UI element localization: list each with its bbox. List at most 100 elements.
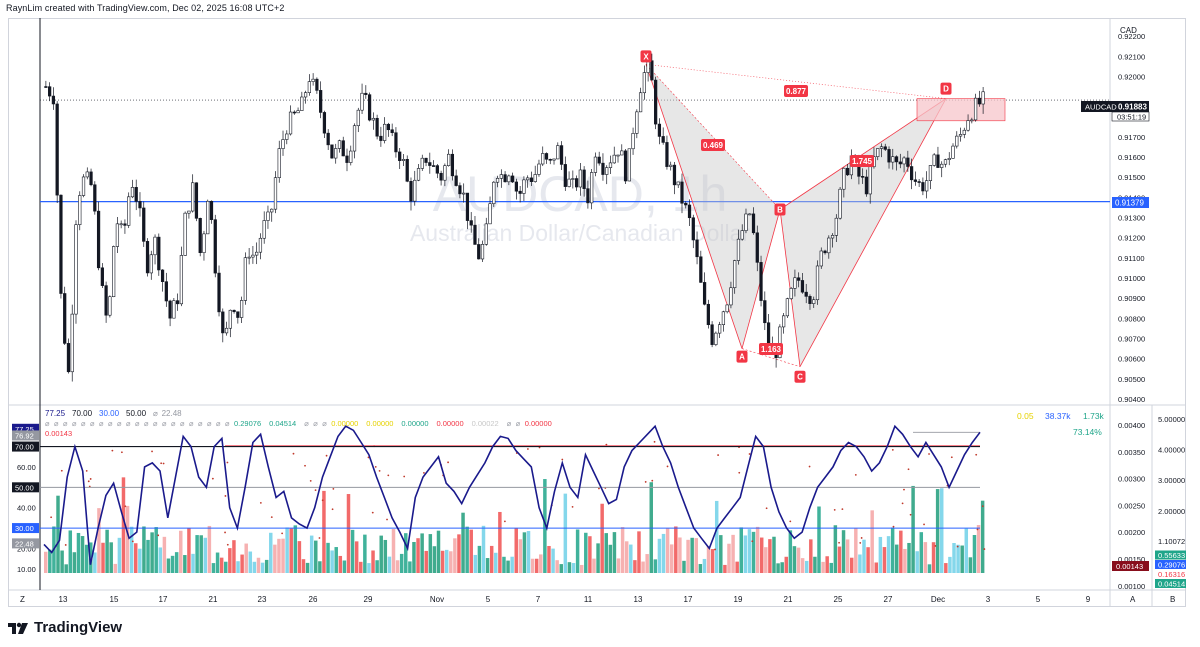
candle-body <box>759 262 763 301</box>
volume-bar <box>633 560 637 573</box>
volume-bar <box>727 543 731 573</box>
time-axis-corner-left[interactable]: Z <box>20 595 25 604</box>
volume-bar <box>870 510 874 573</box>
rsi-value-badge: 77.25 <box>15 425 34 434</box>
candle-body <box>782 315 786 328</box>
volume-bar <box>849 557 854 573</box>
signal-dot <box>157 534 160 537</box>
prz-zone <box>916 98 1006 122</box>
candle-body <box>371 117 375 121</box>
rsi-value-badge-bg <box>12 430 39 441</box>
volume-bar <box>645 554 649 573</box>
volume-bar <box>817 506 821 573</box>
legend-value: 0.00000 <box>331 419 358 428</box>
legend-value: 30.00 <box>99 409 120 418</box>
candle-body <box>439 172 443 181</box>
candle-body <box>59 194 63 294</box>
time-axis-label: 27 <box>884 595 893 604</box>
volume-bar <box>187 528 191 573</box>
candle-body <box>232 309 236 313</box>
volume-bar <box>72 552 77 573</box>
tradingview-logo[interactable]: TradingView <box>8 619 122 636</box>
candle-body <box>277 148 281 178</box>
candle-body <box>224 327 229 334</box>
volume-bar <box>948 556 952 573</box>
time-axis[interactable]: 13 15 17 21 23 26 29 Nov 5 7 11 13 17 19 21 25 27 Dec 3 5 9 <box>59 595 1091 604</box>
volume-bar <box>894 544 899 573</box>
candle-body <box>303 92 308 98</box>
candle-body <box>695 239 699 258</box>
candle-body <box>213 219 217 274</box>
volume-bar <box>596 543 600 573</box>
auto-scale-button[interactable]: A <box>1130 595 1136 604</box>
candle-body <box>375 117 379 137</box>
candle-body <box>921 182 925 192</box>
candle-body <box>537 163 541 175</box>
volume-bar <box>420 533 424 573</box>
candle-body <box>789 288 793 300</box>
signal-dot <box>314 489 317 492</box>
candle-body <box>311 78 315 82</box>
volume-bar <box>559 564 563 573</box>
signal-dot <box>332 487 335 490</box>
volume-bar <box>338 555 343 573</box>
volume-bar <box>502 556 506 573</box>
signal-dot <box>151 450 153 453</box>
legend-value: ⌀ <box>117 419 122 428</box>
volume-bar <box>379 535 383 573</box>
volume-bar <box>821 561 825 573</box>
candle-body <box>379 135 383 141</box>
pattern-leg <box>645 64 743 349</box>
time-axis-label: 19 <box>734 595 743 604</box>
indicator-badge: 0.04514 <box>1158 580 1185 589</box>
volume-bar <box>939 488 944 573</box>
volume-bar <box>350 529 355 573</box>
candle-body <box>89 171 93 186</box>
candle-body <box>108 296 112 316</box>
candle-body <box>78 195 82 225</box>
candle-body <box>266 211 270 221</box>
indicator-tick-label: 0.00300 <box>1118 475 1145 484</box>
volume-bar <box>383 539 388 573</box>
candle-body <box>319 90 323 113</box>
candle-body <box>559 145 564 165</box>
candle-body <box>654 79 658 125</box>
candle-body <box>804 291 808 297</box>
signal-dot <box>131 540 134 543</box>
volume-bar <box>669 544 674 573</box>
volume-bar <box>134 543 138 573</box>
volume-bar <box>224 561 228 573</box>
price-tick-label: 0.92000 <box>1118 72 1145 81</box>
candle-body <box>925 180 929 192</box>
signal-dot <box>124 505 127 508</box>
volume-bar <box>314 540 318 573</box>
candle-body <box>334 148 338 159</box>
volume-bar <box>56 495 60 573</box>
signal-dot <box>907 468 910 471</box>
volume-bar <box>191 553 195 573</box>
candle-body <box>819 250 823 267</box>
level-price-badge: 0.91379 <box>1112 197 1149 208</box>
volume-bar <box>273 544 277 573</box>
indicator-far-tick: 3.00000 <box>1158 476 1185 485</box>
candle-body <box>981 91 985 105</box>
price-scale-ticks[interactable]: 0.922000.921000.920000.918000.917000.916… <box>1118 32 1145 404</box>
volume-bar <box>68 530 73 573</box>
volume-bar <box>354 541 359 573</box>
indicator-badge: 0.55633 <box>1158 551 1185 560</box>
log-scale-button[interactable]: B <box>1170 595 1175 604</box>
volume-bar <box>862 539 866 573</box>
candle-body <box>590 172 594 204</box>
candle-body <box>394 132 398 153</box>
candle-body <box>390 129 394 134</box>
candle-body <box>928 165 933 181</box>
volume-bar <box>428 534 433 573</box>
volume-bar <box>461 512 465 573</box>
candle-body <box>612 154 616 164</box>
legend-value: ⌀ <box>207 419 212 428</box>
harmonic-pattern[interactable] <box>645 64 1006 368</box>
candle-body <box>326 132 330 146</box>
volume-bar <box>543 479 547 573</box>
